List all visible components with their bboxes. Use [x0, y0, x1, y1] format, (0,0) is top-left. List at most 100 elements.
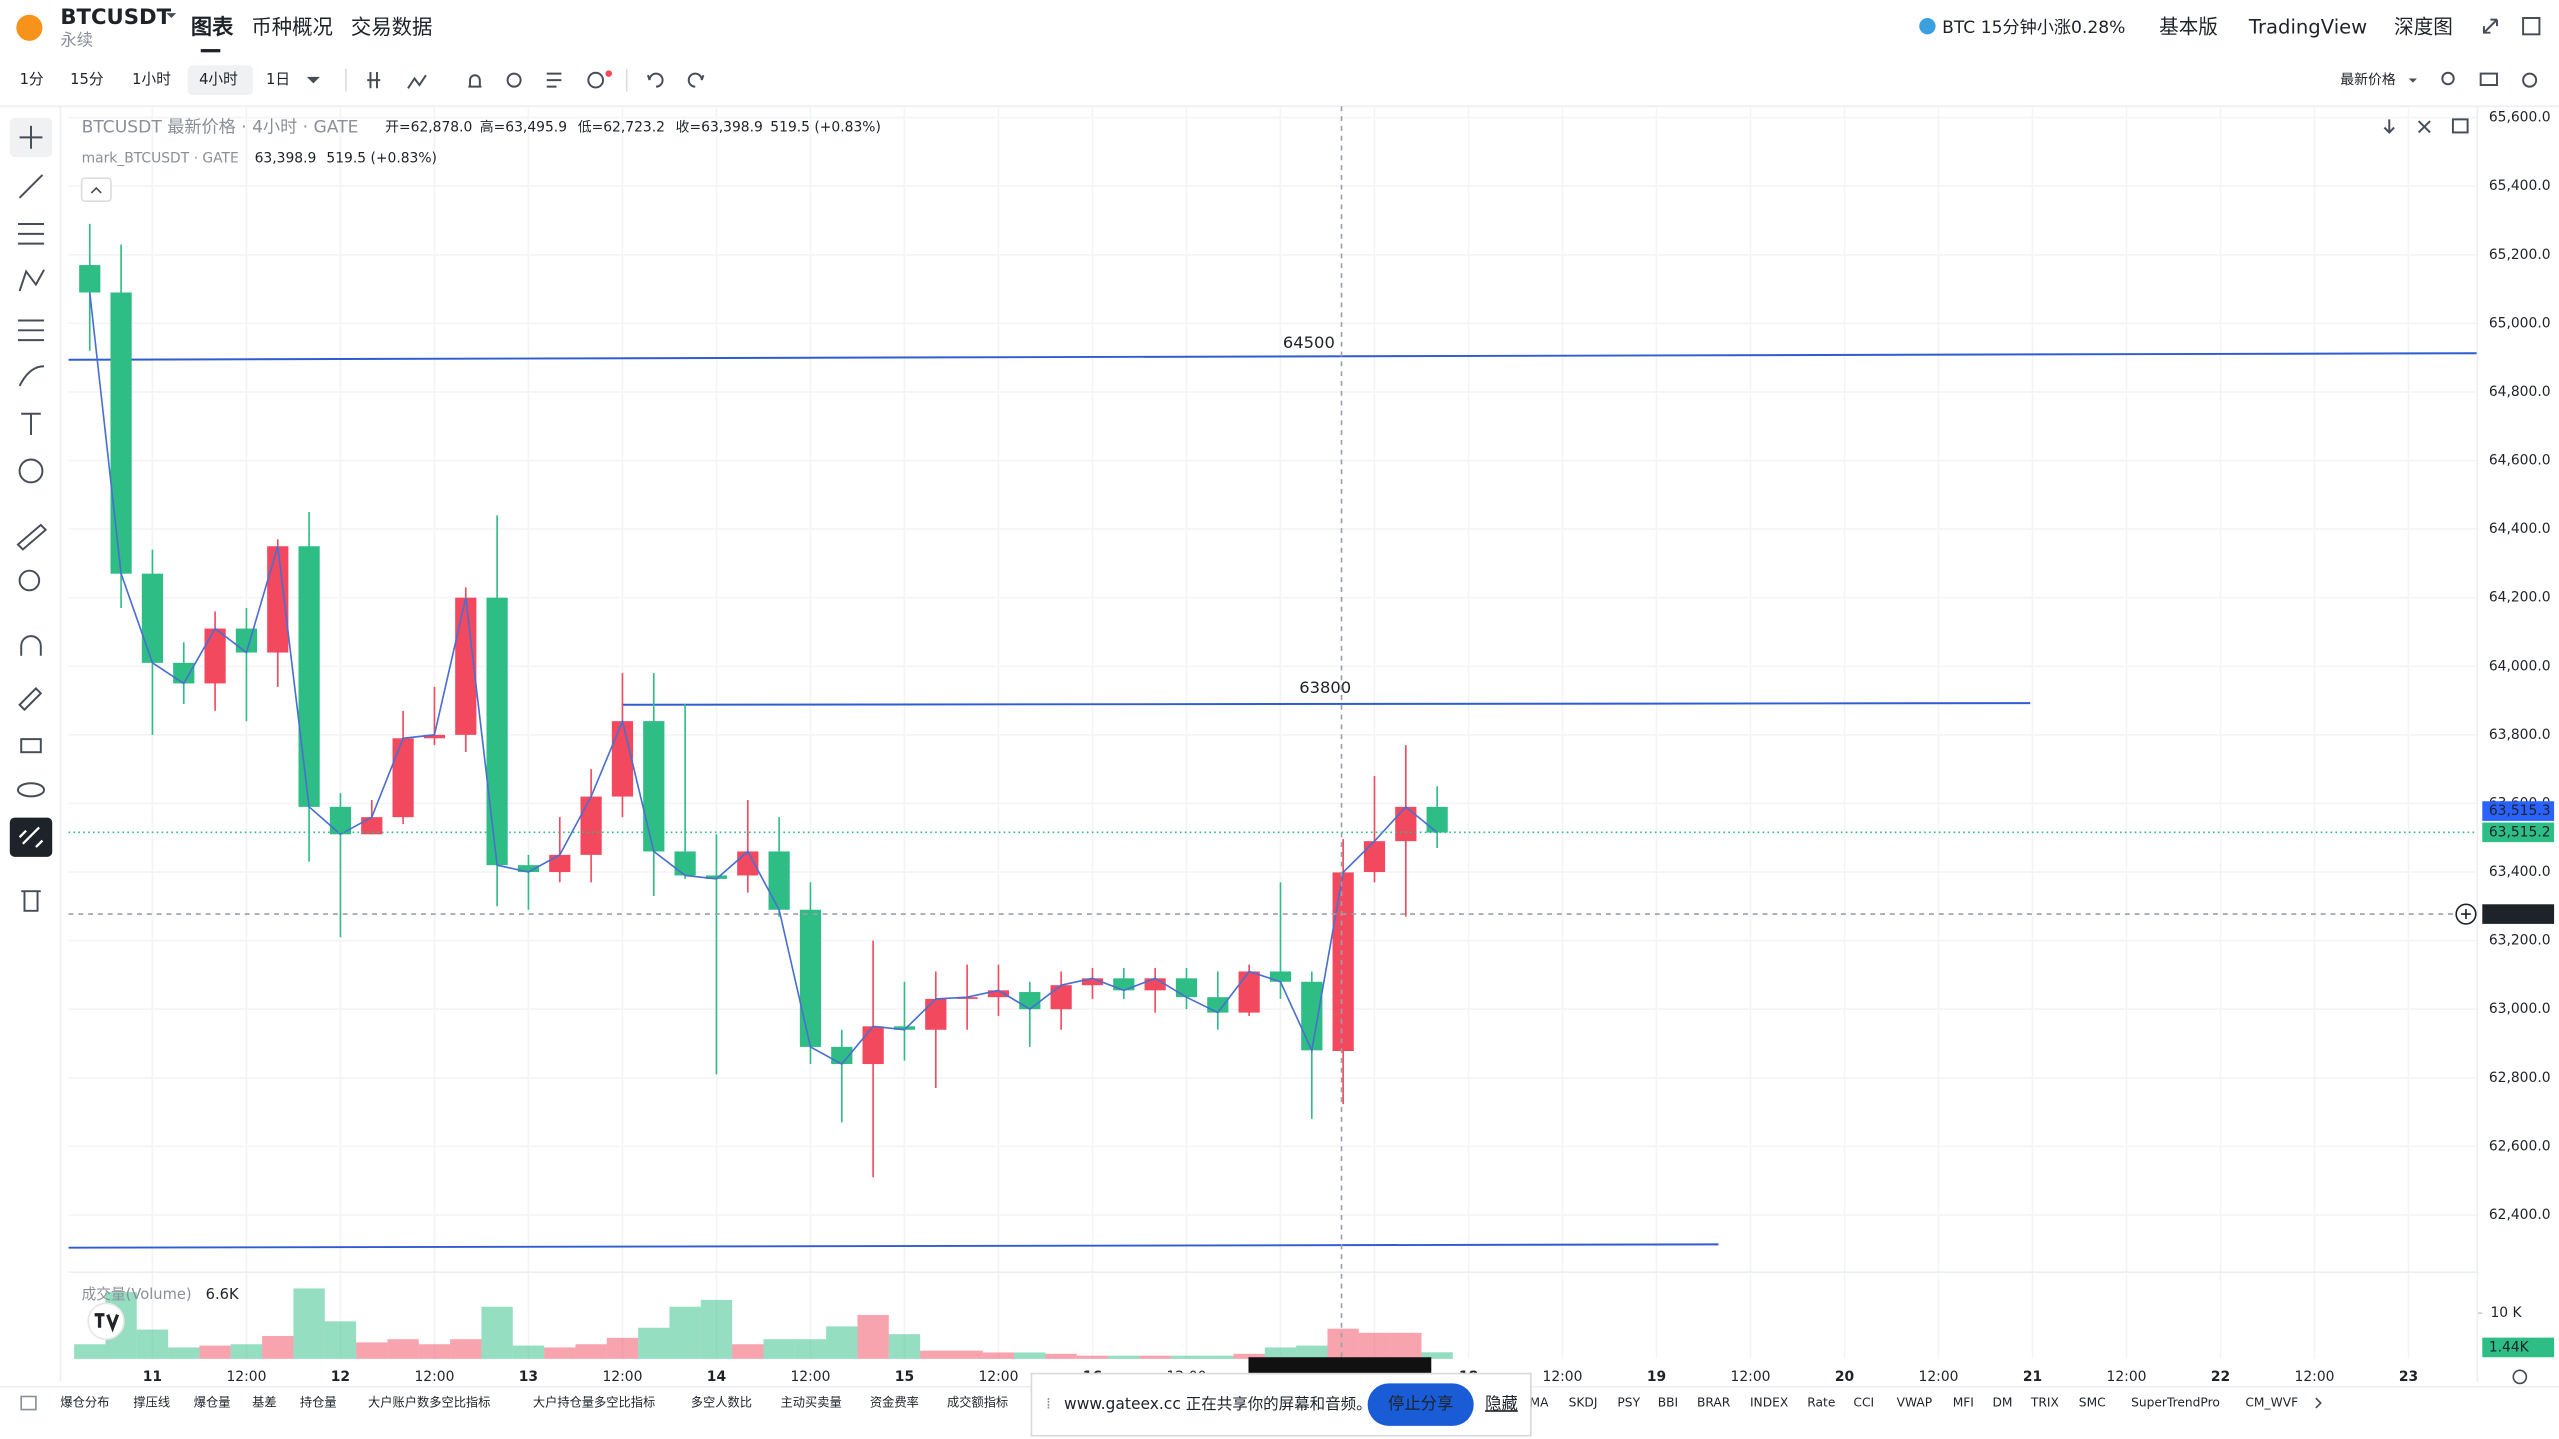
horizontal-drawing[interactable]: [68, 352, 2478, 361]
volume-bar: [74, 1344, 106, 1359]
indicator-button[interactable]: CM_WVF: [2245, 1396, 2298, 1410]
zoom-tool[interactable]: [18, 569, 41, 592]
tv-logo: [87, 1302, 125, 1341]
hide-link[interactable]: 隐藏: [1485, 1394, 1518, 1413]
symbol[interactable]: BTCUSDT: [60, 5, 171, 30]
candle-body: [110, 292, 132, 574]
ticker-icon: [1919, 17, 1936, 35]
tab[interactable]: 币种概况: [251, 15, 333, 39]
indicator-button[interactable]: Rate: [1807, 1396, 1835, 1410]
indicator-button[interactable]: 爆仓量: [194, 1396, 231, 1410]
indicator-button[interactable]: 持仓量: [300, 1395, 337, 1410]
trendline-tool[interactable]: [18, 174, 44, 199]
price-type-dropdown[interactable]: [2408, 78, 2418, 83]
volume-bar: [1108, 1355, 1140, 1359]
y-tick-label: 64,600.0: [2489, 453, 2551, 469]
interval-selected-bg: [187, 65, 253, 95]
ticker[interactable]: BTC 15分钟小涨0.28%: [1942, 18, 2125, 38]
tab[interactable]: 图表: [191, 15, 234, 40]
text-tool[interactable]: [21, 412, 41, 435]
interval[interactable]: 1小时: [132, 71, 171, 88]
indicator-button[interactable]: 多空人数比: [691, 1395, 752, 1410]
template-icon[interactable]: [546, 72, 562, 88]
indicator-button[interactable]: BBI: [1658, 1396, 1678, 1410]
indicator-button[interactable]: SMC: [2079, 1396, 2106, 1410]
indicator-button[interactable]: INDEX: [1750, 1396, 1789, 1410]
link-tool[interactable]: [18, 826, 44, 848]
brush-tool[interactable]: [18, 365, 45, 387]
tab[interactable]: 交易数据: [351, 15, 433, 39]
pane-down[interactable]: [2383, 119, 2395, 134]
interval[interactable]: 15分: [70, 71, 104, 88]
indicator-button[interactable]: 基差: [252, 1396, 276, 1410]
indicator-button[interactable]: SKDJ: [1569, 1396, 1598, 1410]
indicator-button[interactable]: 大户持仓量多空比指标: [533, 1395, 655, 1410]
indicator-button[interactable]: 资金费率: [870, 1395, 919, 1410]
interval-dropdown[interactable]: [306, 76, 320, 84]
interval[interactable]: 1分: [20, 71, 44, 88]
interval[interactable]: 4小时: [199, 71, 238, 88]
lock-tool[interactable]: [20, 738, 42, 754]
last-price-tag-text: 63,515.2: [2489, 824, 2551, 840]
alert-icon[interactable]: [468, 74, 482, 88]
indicator-button[interactable]: SuperTrendPro: [2131, 1396, 2220, 1410]
visibility-tool[interactable]: [16, 782, 46, 798]
undo-icon[interactable]: [646, 72, 664, 88]
indicator-button[interactable]: VWAP: [1897, 1396, 1933, 1410]
redo-icon[interactable]: [687, 72, 705, 88]
indicator-button[interactable]: TRIX: [2030, 1396, 2060, 1410]
horizontal-drawing[interactable]: [621, 702, 2031, 706]
ruler-tool[interactable]: [16, 523, 48, 551]
indicator-icon[interactable]: [407, 74, 427, 89]
bottom-icon[interactable]: [20, 1395, 37, 1411]
mark-change: 519.5 (+0.83%): [326, 151, 437, 167]
indicator-button[interactable]: 主动买卖量: [781, 1396, 842, 1410]
projection-tool[interactable]: [17, 319, 45, 342]
symbol-dropdown[interactable]: [166, 13, 177, 18]
camera-icon[interactable]: [2479, 72, 2498, 87]
collapse-button[interactable]: [80, 177, 112, 202]
indicator-button[interactable]: PSY: [1617, 1396, 1640, 1410]
indicator-button[interactable]: MA: [1530, 1396, 1550, 1410]
pane-maximize[interactable]: [2451, 118, 2469, 134]
settings-icon[interactable]: [2522, 72, 2538, 88]
magnet-tool[interactable]: [20, 635, 42, 656]
indicator-button[interactable]: BRAR: [1697, 1396, 1731, 1410]
stop-share-button[interactable]: [1367, 1383, 1474, 1426]
window-icon[interactable]: [2522, 17, 2541, 36]
last-price-tag: [2482, 822, 2555, 843]
header-link[interactable]: 深度图: [2394, 15, 2453, 38]
search-icon[interactable]: [2441, 71, 2455, 86]
indicator-button[interactable]: 大户账户数多空比指标: [368, 1395, 490, 1410]
crosshair-tool[interactable]: [19, 125, 43, 149]
header-link[interactable]: TradingView: [2248, 15, 2367, 38]
axis-settings[interactable]: [2512, 1369, 2528, 1385]
mark-price-tag-text: 63,515.3: [2489, 803, 2551, 819]
candle-type-icon[interactable]: [367, 71, 381, 89]
indicator-button[interactable]: DM: [1992, 1396, 2012, 1410]
interval[interactable]: 1日: [266, 71, 290, 88]
header-link[interactable]: 基本版: [2159, 15, 2218, 38]
price-type[interactable]: 最新价格: [2340, 72, 2396, 88]
candle-body: [298, 546, 320, 807]
emoji-tool[interactable]: [18, 458, 44, 484]
fib-tool[interactable]: [17, 223, 45, 245]
delete-tool[interactable]: [21, 890, 41, 912]
pane-expand[interactable]: [2417, 120, 2431, 134]
volume-bar: [763, 1339, 795, 1359]
lock-draw-tool[interactable]: [18, 687, 43, 712]
indicator-button[interactable]: MFI: [1953, 1396, 1974, 1410]
indicator-button[interactable]: 爆仓分布: [60, 1396, 109, 1410]
volume-bar: [951, 1350, 983, 1359]
fullscreen-icon[interactable]: [2482, 18, 2498, 34]
scroll-right[interactable]: [2315, 1397, 2322, 1409]
indicator-button[interactable]: CCI: [1853, 1396, 1874, 1410]
x-tick-label: 12: [331, 1369, 350, 1385]
indicator-button[interactable]: 成交额指标: [947, 1395, 1008, 1410]
indicator-button[interactable]: 撑压线: [133, 1395, 170, 1410]
replay-icon[interactable]: [506, 72, 522, 88]
horizontal-drawing[interactable]: [68, 1243, 1719, 1249]
pattern-tool[interactable]: [18, 269, 45, 292]
add-icon[interactable]: [587, 71, 605, 89]
x-tick-label: 12:00: [414, 1369, 454, 1385]
